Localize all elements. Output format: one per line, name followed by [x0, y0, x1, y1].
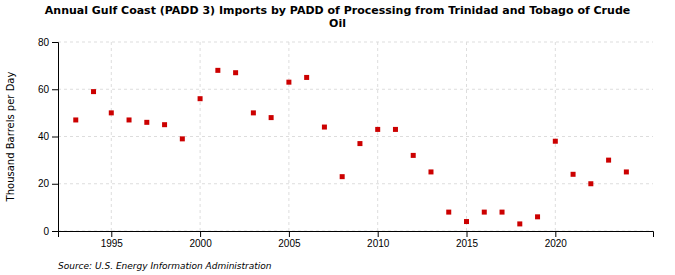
x-tick-mark — [555, 231, 556, 237]
y-grid-line — [58, 183, 653, 184]
chart: Annual Gulf Coast (PADD 3) Imports by PA… — [0, 0, 675, 275]
x-tick-label: 1995 — [101, 238, 124, 249]
point — [624, 169, 629, 174]
x-tick-mark — [289, 231, 290, 237]
x-grid-line — [377, 42, 378, 231]
point — [127, 117, 132, 122]
points — [73, 68, 629, 227]
point — [553, 139, 558, 144]
x-tick: 2015 — [456, 231, 479, 249]
y-tick-label: 40 — [38, 131, 50, 142]
point — [571, 172, 576, 177]
y-grid-line — [58, 89, 653, 90]
x-tick: 1995 — [101, 231, 124, 249]
x-grid-line — [111, 42, 112, 231]
point — [606, 158, 611, 163]
y-tick-mark — [52, 42, 58, 43]
y-tick-mark — [52, 89, 58, 90]
point — [393, 127, 398, 132]
x-tick-mark — [378, 231, 379, 237]
y-tick: 40 — [38, 131, 58, 142]
x-tick-label: 2000 — [189, 238, 212, 249]
point — [269, 115, 274, 120]
x-grid-line — [288, 42, 289, 231]
point — [411, 153, 416, 158]
point — [517, 221, 522, 226]
y-axis-line — [52, 43, 59, 232]
y-tick-mark — [52, 137, 58, 138]
x-axis-line — [59, 232, 654, 238]
y-tick-mark — [52, 184, 58, 185]
point — [357, 141, 362, 146]
y-grid-line — [58, 42, 653, 43]
x-tick-mark — [200, 231, 201, 237]
point — [233, 70, 238, 75]
point — [73, 117, 78, 122]
x-tick-mark — [111, 231, 112, 237]
point — [428, 169, 433, 174]
point — [588, 181, 593, 186]
y-grid-line — [58, 136, 653, 137]
y-tick-label: 20 — [38, 178, 50, 189]
y-tick-mark — [52, 231, 58, 232]
y-tick-label: 80 — [38, 37, 50, 48]
x-tick-label: 2020 — [545, 238, 568, 249]
x-grid-line — [466, 42, 467, 231]
grid — [58, 42, 653, 231]
point — [464, 219, 469, 224]
point — [198, 96, 203, 101]
point — [109, 110, 114, 115]
x-tick: 2020 — [545, 231, 568, 249]
x-tick: 2005 — [278, 231, 301, 249]
point — [482, 210, 487, 215]
point — [535, 214, 540, 219]
point — [322, 125, 327, 130]
point — [180, 136, 185, 141]
point — [91, 89, 96, 94]
point — [304, 75, 309, 80]
source: Source: U.S. Energy Information Administ… — [58, 261, 272, 271]
y-axis-label: Thousand Barrels per Day — [5, 72, 16, 203]
y-axis: 0 20 40 60 80 — [38, 37, 59, 237]
x-grid-line — [200, 42, 201, 231]
point — [162, 122, 167, 127]
x-grid-line — [555, 42, 556, 231]
point — [340, 174, 345, 179]
y-tick: 80 — [38, 37, 58, 48]
y-tick: 0 — [43, 226, 58, 237]
y-tick-label: 60 — [38, 84, 50, 95]
point — [144, 120, 149, 125]
point — [286, 80, 291, 85]
x-tick: 2000 — [189, 231, 212, 249]
plot-area: 1995 2000 2005 2010 2015 2020 0 20 40 60 80 — [38, 37, 654, 249]
point — [446, 210, 451, 215]
x-tick-label: 2005 — [278, 238, 301, 249]
point — [500, 210, 505, 215]
point — [375, 127, 380, 132]
y-tick-label: 0 — [43, 226, 49, 237]
y-tick: 60 — [38, 84, 58, 95]
point — [215, 68, 220, 73]
x-tick: 2010 — [367, 231, 390, 249]
y-tick: 20 — [38, 178, 58, 189]
point — [251, 110, 256, 115]
x-axis: 1995 2000 2005 2010 2015 2020 — [59, 231, 654, 249]
x-tick-label: 2010 — [367, 238, 390, 249]
title: Annual Gulf Coast (PADD 3) Imports by PA… — [45, 4, 630, 30]
x-tick-mark — [467, 231, 468, 237]
x-tick-label: 2015 — [456, 238, 479, 249]
